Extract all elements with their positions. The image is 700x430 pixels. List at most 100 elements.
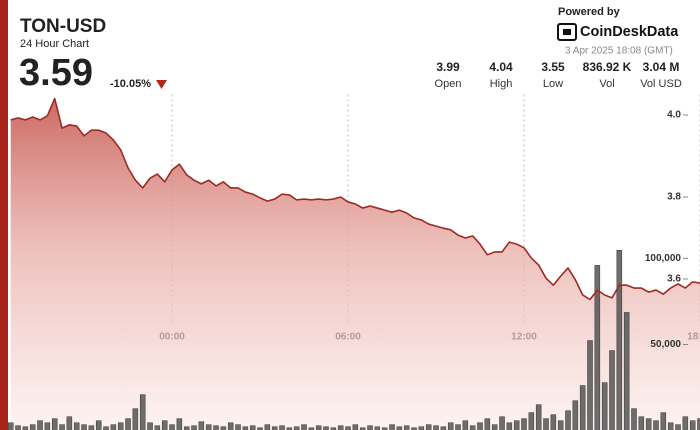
volume-bar bbox=[543, 418, 549, 430]
volume-bar bbox=[242, 426, 249, 430]
volume-bar bbox=[689, 420, 696, 430]
y2-tick-label: 50,000 bbox=[650, 339, 681, 350]
volume-bar bbox=[616, 249, 623, 430]
volume-bar bbox=[367, 425, 373, 430]
volume-bar bbox=[645, 418, 652, 430]
volume-bar bbox=[66, 416, 73, 430]
stat-label: Low bbox=[543, 78, 563, 90]
volume-bar bbox=[169, 424, 175, 430]
volume-bar bbox=[147, 422, 153, 430]
volume-bar bbox=[477, 422, 483, 430]
volume-bar bbox=[660, 412, 667, 430]
volume-bar bbox=[257, 427, 263, 430]
price-area bbox=[10, 98, 700, 430]
y2-tick-label: 100,000 bbox=[645, 253, 682, 264]
volume-bar bbox=[484, 418, 491, 430]
volume-bar bbox=[315, 425, 322, 430]
volume-bar bbox=[623, 312, 630, 430]
volume-bar bbox=[227, 422, 234, 430]
volume-bar bbox=[139, 394, 146, 430]
volume-bar bbox=[73, 422, 80, 430]
price: 3.59 bbox=[19, 52, 93, 94]
stat-value: 836.92 K bbox=[583, 60, 632, 74]
volume-bar bbox=[81, 424, 87, 430]
volume-bar bbox=[264, 424, 271, 430]
volume-bar bbox=[220, 426, 227, 430]
stat-value: 4.04 bbox=[489, 60, 513, 74]
volume-bar bbox=[308, 427, 315, 430]
stat-label: High bbox=[490, 78, 513, 90]
volume-bar bbox=[609, 350, 615, 430]
volume-bar bbox=[279, 425, 285, 430]
accent-bar bbox=[0, 0, 8, 430]
volume-bar bbox=[323, 426, 329, 430]
volume-bar bbox=[440, 426, 447, 430]
volume-bar bbox=[572, 400, 579, 430]
volume-bar bbox=[447, 422, 454, 430]
plot-area: 00:0006:0012:0018:004.03.83.6100,00050,0… bbox=[7, 94, 700, 430]
volume-bar bbox=[535, 404, 542, 430]
volume-bar bbox=[469, 425, 476, 430]
volume-bar bbox=[183, 426, 190, 430]
timestamp: 3 Apr 2025 18:08 (GMT) bbox=[565, 46, 673, 57]
brand: CoinDeskData bbox=[580, 24, 679, 40]
volume-bar bbox=[117, 422, 124, 430]
stat-label: Vol USD bbox=[640, 78, 682, 90]
volume-bar bbox=[506, 422, 513, 430]
volume-bar bbox=[359, 427, 366, 430]
volume-bar bbox=[411, 427, 417, 430]
stat-value: 3.99 bbox=[436, 60, 460, 74]
volume-bar bbox=[675, 424, 681, 430]
change: -10.05% bbox=[110, 78, 151, 90]
volume-bar bbox=[491, 424, 498, 430]
volume-bar bbox=[22, 426, 29, 430]
volume-bar bbox=[631, 408, 637, 430]
volume-bar bbox=[15, 425, 21, 430]
price-line bbox=[10, 97, 700, 301]
symbol: TON-USD bbox=[20, 16, 106, 37]
volume-bar bbox=[110, 424, 117, 430]
volume-bar bbox=[403, 425, 410, 430]
volume-bar bbox=[521, 418, 527, 430]
volume-bar bbox=[433, 425, 439, 430]
volume-bar bbox=[587, 340, 593, 430]
volume-bar bbox=[345, 426, 351, 430]
powered-by: Powered by bbox=[558, 6, 621, 18]
volume-bar bbox=[697, 418, 700, 430]
volume-bar bbox=[132, 408, 139, 430]
volume-bar bbox=[176, 418, 183, 430]
volume-bar bbox=[125, 418, 131, 430]
volume-bar bbox=[271, 426, 278, 430]
volume-bar bbox=[374, 426, 381, 430]
down-arrow bbox=[156, 80, 167, 89]
volume-bar bbox=[667, 422, 674, 430]
volume-bar bbox=[286, 427, 293, 430]
volume-bar bbox=[330, 427, 337, 430]
volume-bar bbox=[51, 418, 58, 430]
volume-bar bbox=[249, 425, 256, 430]
brand-logo: CoinDeskData bbox=[557, 23, 679, 41]
volume-bar bbox=[389, 424, 395, 430]
volume-bar bbox=[95, 420, 102, 430]
volume-bar bbox=[594, 265, 601, 430]
volume-bar bbox=[579, 385, 586, 430]
volume-bar bbox=[198, 421, 205, 430]
volume-bar bbox=[638, 416, 645, 430]
volume-bar bbox=[88, 425, 95, 430]
logo-icon bbox=[557, 23, 577, 41]
subtitle: 24 Hour Chart bbox=[20, 38, 89, 50]
stat-label: Vol bbox=[599, 78, 614, 90]
stat-label: Open bbox=[435, 78, 462, 90]
volume-bar bbox=[418, 426, 425, 430]
y-tick-label: 3.8 bbox=[667, 192, 681, 203]
volume-bar bbox=[565, 410, 571, 430]
volume-bar bbox=[462, 420, 469, 430]
y-tick-label: 3.6 bbox=[667, 274, 681, 285]
logo-icon-inner bbox=[563, 29, 571, 35]
volume-bar bbox=[653, 420, 659, 430]
volume-bar bbox=[550, 414, 557, 430]
volume-bar bbox=[59, 424, 65, 430]
volume-bar bbox=[513, 420, 520, 430]
volume-bar bbox=[301, 424, 307, 430]
volume-bar bbox=[213, 425, 219, 430]
